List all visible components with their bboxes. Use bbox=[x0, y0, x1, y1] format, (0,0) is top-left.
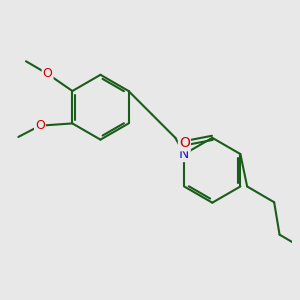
Text: O: O bbox=[43, 68, 52, 80]
Text: N: N bbox=[179, 147, 189, 161]
Text: O: O bbox=[179, 136, 190, 150]
Text: O: O bbox=[35, 119, 45, 132]
